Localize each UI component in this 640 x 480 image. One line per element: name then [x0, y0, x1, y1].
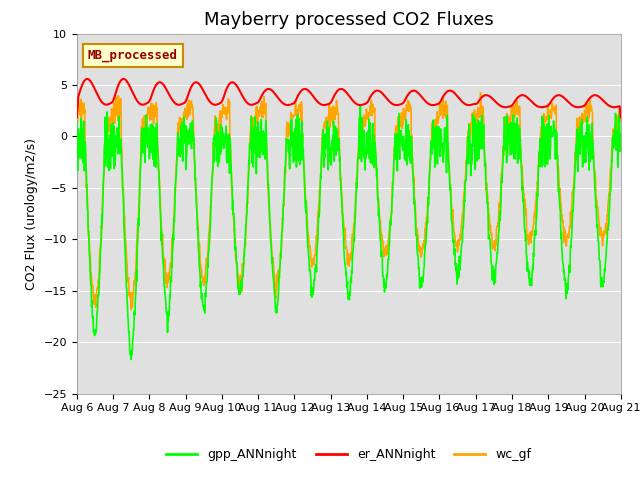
Text: MB_processed: MB_processed: [88, 49, 178, 62]
Y-axis label: CO2 Flux (urology/m2/s): CO2 Flux (urology/m2/s): [25, 138, 38, 289]
Legend: gpp_ANNnight, er_ANNnight, wc_gf: gpp_ANNnight, er_ANNnight, wc_gf: [161, 443, 536, 466]
Title: Mayberry processed CO2 Fluxes: Mayberry processed CO2 Fluxes: [204, 11, 493, 29]
